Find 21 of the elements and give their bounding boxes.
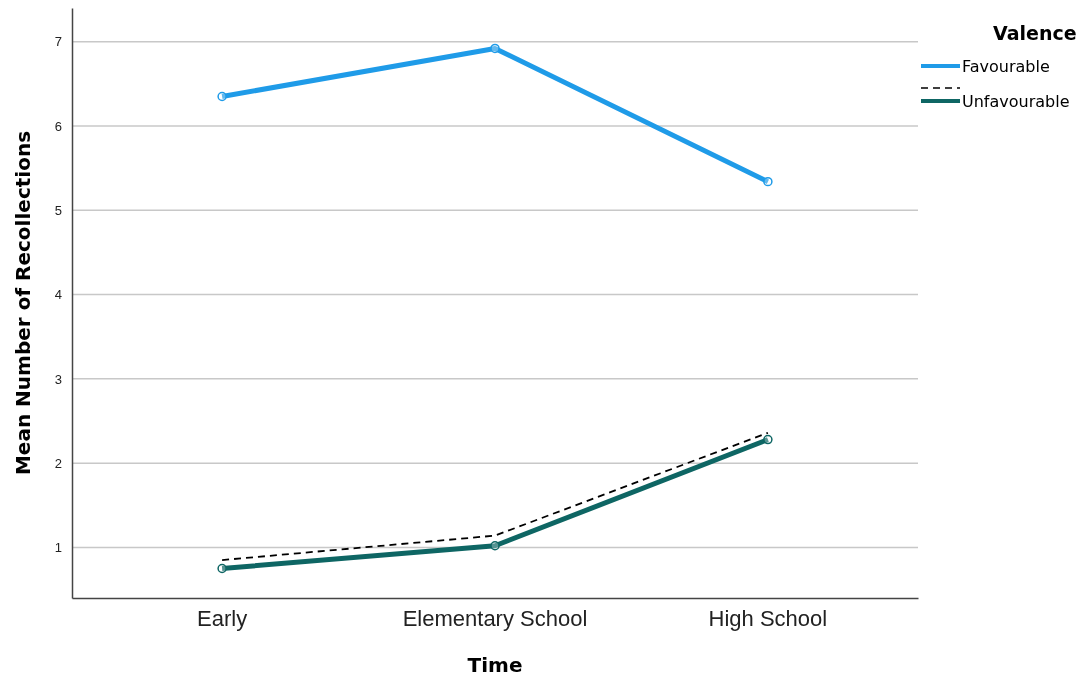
point [763, 176, 773, 187]
x-axis-title: Time [467, 653, 523, 675]
y-tick-label: 7 [54, 34, 62, 50]
y-axis-title: Mean Number of Recollections [11, 130, 35, 476]
x-tick-label: Elementary School [402, 605, 588, 631]
y-tick-label: 3 [54, 371, 62, 387]
point [490, 541, 500, 551]
legend-label: Favourable [962, 57, 1050, 76]
legend-title: Valence [993, 22, 1077, 44]
y-tick-label: 4 [54, 287, 62, 303]
point [490, 43, 500, 54]
y-tick-label: 5 [54, 202, 62, 218]
point [763, 434, 773, 445]
x-tick-label: High School [708, 605, 828, 631]
y-tick-label: 1 [54, 540, 62, 556]
y-tick-label: 2 [54, 455, 62, 471]
point [217, 563, 227, 574]
y-tick-label: 6 [54, 118, 62, 134]
legend-label: Unfavourable [962, 92, 1070, 111]
point [217, 91, 227, 102]
x-tick-label: Early [197, 605, 248, 631]
